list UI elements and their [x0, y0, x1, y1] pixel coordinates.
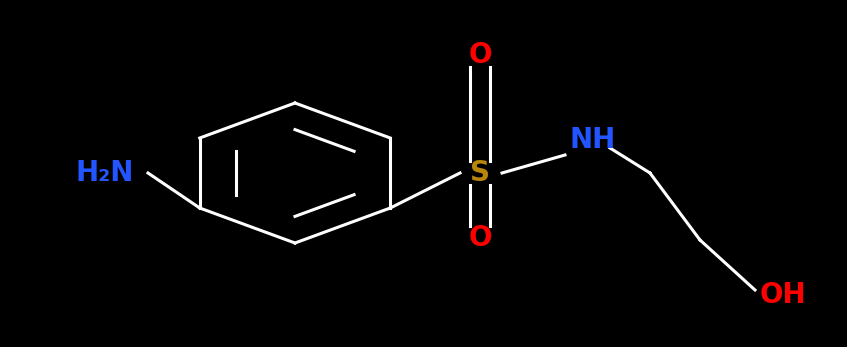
Text: OH: OH: [760, 281, 806, 309]
Text: H₂N: H₂N: [75, 159, 133, 187]
Text: NH: NH: [570, 126, 617, 154]
Text: O: O: [468, 41, 492, 69]
Text: S: S: [470, 159, 490, 187]
Text: O: O: [468, 224, 492, 252]
